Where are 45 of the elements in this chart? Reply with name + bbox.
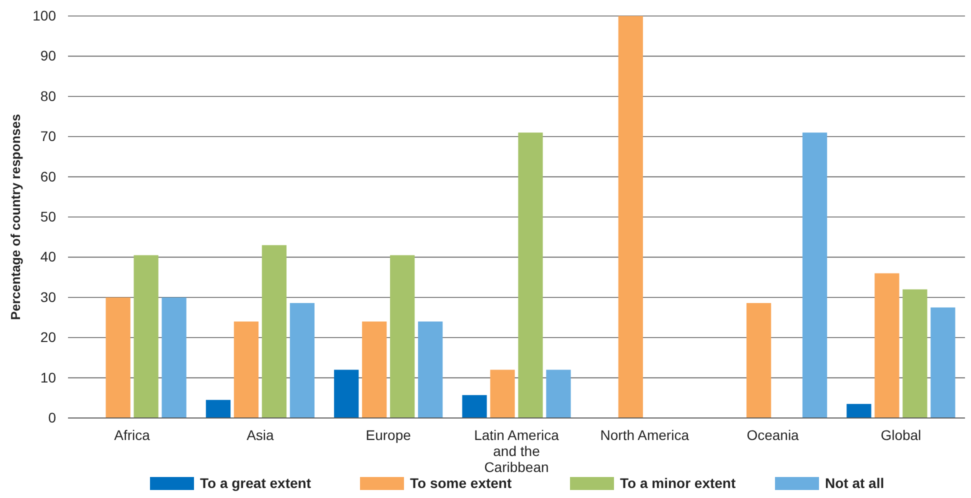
y-tick-label: 10 [40, 369, 56, 386]
y-tick-label: 0 [48, 409, 56, 426]
bar [902, 289, 928, 418]
bar [418, 322, 443, 418]
y-axis-title: Percentage of country responses [8, 114, 23, 320]
y-tick-label: 50 [40, 208, 56, 224]
legend-label: To a minor extent [620, 475, 736, 491]
bar [930, 307, 956, 418]
bar [802, 132, 828, 418]
y-tick-label: 70 [40, 128, 56, 144]
bar [262, 245, 287, 418]
x-tick-label: Oceania [746, 427, 800, 443]
y-tick-label: 90 [40, 48, 56, 64]
legend-label: Not at all [825, 475, 884, 491]
y-tick-label: 80 [40, 88, 56, 104]
bar [746, 303, 772, 418]
legend-label: To a great extent [200, 475, 312, 491]
x-tick-label: Global [880, 427, 922, 443]
bar [846, 404, 872, 418]
bar [206, 400, 231, 418]
bar [134, 255, 158, 418]
bar [490, 370, 515, 418]
x-tick-label: North America [600, 427, 690, 443]
bar [546, 370, 571, 418]
x-tick-label: Europe [366, 427, 412, 443]
x-tick-label: Africa [114, 427, 150, 443]
bar [334, 370, 359, 418]
bar [234, 322, 259, 418]
bar [874, 273, 900, 418]
x-tick-label: Asia [246, 427, 274, 443]
bar [290, 303, 315, 418]
bar [618, 16, 643, 418]
bar [162, 297, 186, 418]
y-tick-label: 30 [40, 288, 56, 305]
y-tick-label: 60 [40, 168, 56, 184]
bar [390, 255, 415, 418]
x-tick-label: Latin America and the Caribbean [474, 427, 560, 476]
legend-label: To some extent [410, 475, 512, 491]
y-tick-label: 40 [40, 248, 56, 265]
bar [362, 322, 387, 418]
y-tick-label: 100 [32, 7, 56, 24]
bar [106, 297, 130, 418]
bar [462, 395, 487, 418]
y-tick-label: 20 [40, 329, 56, 346]
bar [518, 132, 543, 418]
